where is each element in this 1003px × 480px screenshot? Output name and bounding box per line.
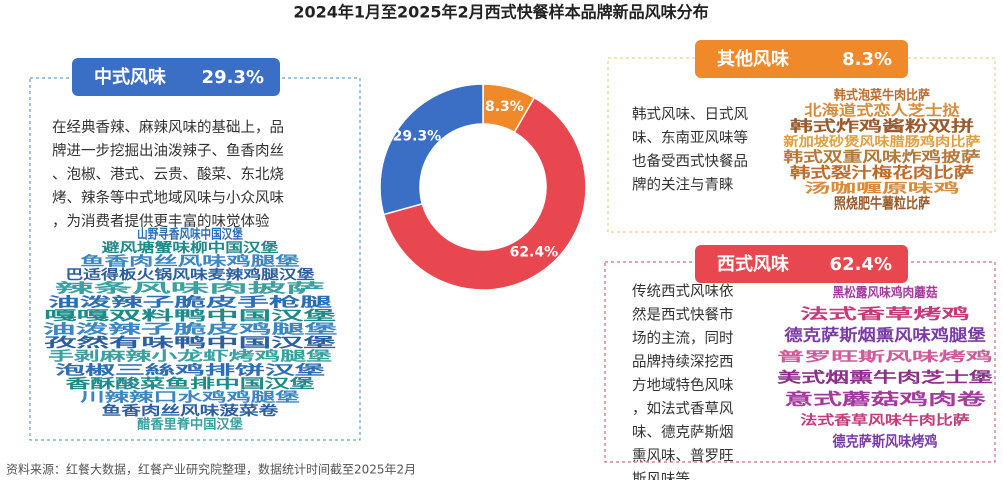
- word-cloud-item: 法式香草烤鸡: [800, 305, 969, 323]
- word-cloud-item: 意式蘑菇鸡肉卷: [784, 389, 987, 408]
- word-cloud-item: 辣条风味肉披萨: [55, 281, 325, 297]
- word-cloud-item: 泡椒三絲鸡排饼汉堡: [55, 362, 325, 378]
- donut-segment: [382, 96, 587, 291]
- word-cloud-item: 照烧肥牛薯粒比萨: [834, 194, 931, 212]
- word-cloud-item: 美式烟熏牛肉芝士堡: [777, 369, 993, 387]
- word-cloud-item: 韩式双重风味炸鸡披萨: [783, 148, 981, 166]
- word-cloud-item: 黑松露风味鸡肉蘑菇: [832, 285, 937, 301]
- word-cloud-item: 醋香里脊中国汉堡: [137, 417, 243, 433]
- panel-header-name: 其他风味: [717, 48, 789, 70]
- source-note: 资料来源：红餐大数据，红餐产业研究院整理，数据统计时间截至2025年2月: [6, 462, 416, 477]
- word-cloud-item: 鱼香肉丝风味菠菜卷: [102, 403, 280, 419]
- word-cloud-item: 德克萨斯风味烤鸡: [832, 432, 937, 450]
- word-cloud-item: 避风塘蟹味柳中国汉堡: [102, 240, 279, 256]
- panel-header: [72, 58, 280, 96]
- donut-segment: [379, 83, 484, 216]
- word-cloud-item: 嘎嘎双料鸭中国汉堡: [44, 308, 336, 324]
- chart-title: 2024年1月至2025年2月西式快餐样本品牌新品风味分布: [293, 3, 708, 22]
- word-cloud-item: 川辣辣口水鸡鸡腿堡: [78, 390, 299, 406]
- word-cloud-item: 山野寻香风味中国汉堡: [137, 226, 243, 242]
- panel-header-name: 西式风味: [717, 253, 789, 275]
- panel-header: [695, 40, 908, 78]
- panel-header: [695, 245, 908, 283]
- word-cloud-item: 韩式泡菜牛肉比萨: [834, 87, 930, 103]
- panel-description: 传统西式风味依然是西式快餐市场的主流，同时品牌持续深挖西方地域特色风味，如法式香…: [632, 283, 734, 480]
- word-cloud-item: 孜然有味鸭中国汉堡: [44, 335, 336, 351]
- word-cloud-item: 法式香草风味牛肉比萨: [800, 413, 969, 429]
- panel-description: 韩式风味、日式风味、东南亚风味等也备受西式快餐品牌的关注与青睐: [632, 106, 748, 194]
- word-cloud-item: 鱼香肉丝风味鸡腿堡: [80, 254, 300, 270]
- segment-label: 62.4%: [510, 245, 559, 261]
- word-cloud-item: 香酥酸菜鱼排中国汉堡: [64, 376, 315, 392]
- panel-header-name: 中式风味: [94, 66, 166, 88]
- panel-header-value: 8.3%: [842, 49, 892, 70]
- segment-label: 29.3%: [393, 129, 442, 145]
- word-cloud-item: 北海道式恋人芝士挞: [804, 101, 960, 119]
- word-cloud-item: 巴适得板火锅风味麦辣鸡腿汉堡: [65, 267, 314, 283]
- word-cloud-item: 油泼辣子脆皮鸡腿堡: [43, 322, 338, 338]
- panel-header-value: 62.4%: [830, 254, 892, 275]
- segment-label: 8.3%: [485, 99, 524, 115]
- word-cloud-item: 德克萨斯烟熏风味鸡腿堡: [784, 326, 985, 345]
- word-cloud-item: 韩式裂汁梅花肉比萨: [790, 163, 975, 181]
- word-cloud-item: 韩式炸鸡酱粉双拼: [790, 117, 975, 135]
- panel-description: 在经典香辣、麻辣风味的基础上，品牌进一步挖掘出油泼辣子、鱼香肉丝、泡椒、港式、云…: [52, 119, 284, 230]
- word-cloud-item: 油泼辣子脆皮手枪腿: [48, 294, 332, 310]
- panel-header-value: 29.3%: [202, 67, 264, 88]
- word-cloud-item: 手剥麻辣小龙虾烤鸡腿堡: [48, 349, 332, 365]
- word-cloud-item: 普罗旺斯风味烤鸡: [777, 349, 992, 365]
- word-cloud-item: 新加坡砂煲风味腊肠鸡肉比萨: [783, 134, 980, 150]
- word-cloud-item: 汤咖喱原味鸡: [804, 180, 959, 196]
